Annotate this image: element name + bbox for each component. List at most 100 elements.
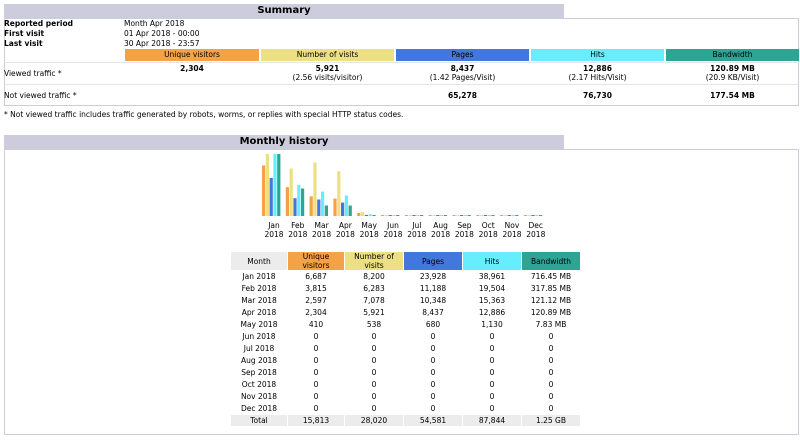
bar-visits [289,168,293,216]
bar-visits [503,215,507,216]
header-number-of-visits: Number of visits [261,49,394,61]
cell-hits: 0 [463,379,521,390]
cell-visits: 7,078 [345,295,403,306]
bar-unique-visitors [476,215,480,216]
monthly-history-chart [262,154,543,216]
total-bandwidth: 1.25 GB [522,415,580,426]
total-hits: 87,844 [463,415,521,426]
cell-unique-visitors: 3,815 [288,283,344,294]
col-unique-visitors: Unique visitors [288,252,344,270]
bar-bandwidth [396,215,400,216]
cell-hits: 0 [463,331,521,342]
viewed-visits-per-visitor: (2.56 visits/visitor) [292,73,363,82]
cell-pages: 11,188 [404,283,462,294]
bar-pages [317,199,321,216]
table-row: May 2018 410 538 680 1,130 7.83 MB [231,319,580,330]
viewed-hits: 12,886 [583,64,612,73]
header-unique-visitors: Unique visitors [125,49,259,61]
bar-bandwidth [515,215,519,216]
monthly-history-panel [4,149,799,435]
cell-hits: 15,363 [463,295,521,306]
bar-bandwidth [372,215,376,216]
month-label: Jun 2018 [383,221,403,239]
bar-visits [313,162,317,216]
table-row: Apr 2018 2,304 5,921 8,437 12,886 120.89 MB [231,307,580,318]
bar-visits [384,215,388,216]
month-label: Feb 2018 [288,221,308,239]
table-row: Jun 2018 0 0 0 0 0 [231,331,580,342]
cell-month: Dec 2018 [231,403,287,414]
cell-unique-visitors: 410 [288,319,344,330]
cell-hits: 0 [463,403,521,414]
cell-pages: 0 [404,343,462,354]
bar-pages [531,215,535,216]
last-visit-value: 30 Apr 2018 - 23:57 [124,39,200,48]
cell-pages: 0 [404,403,462,414]
table-row: Dec 2018 0 0 0 0 0 [231,403,580,414]
bar-bandwidth [491,215,495,216]
summary-title: Summary [4,4,564,18]
cell-visits: 8,200 [345,271,403,282]
bar-pages [341,202,345,216]
bar-pages [364,214,368,216]
table-row: Mar 2018 2,597 7,078 10,348 15,363 121.12 MB [231,295,580,306]
cell-pages: 10,348 [404,295,462,306]
bar-hits [344,195,348,216]
first-visit-label: First visit [4,29,45,38]
footnote: * Not viewed traffic includes traffic ge… [4,110,404,119]
cell-month: Jun 2018 [231,331,287,342]
table-row: Aug 2018 0 0 0 0 0 [231,355,580,366]
col-pages: Pages [404,252,462,270]
col-bandwidth: Bandwidth [522,252,580,270]
bar-unique-visitors [285,187,289,216]
cell-pages: 0 [404,355,462,366]
cell-hits: 0 [463,343,521,354]
bar-unique-visitors [452,215,456,216]
header-bandwidth: Bandwidth [666,49,799,61]
bar-hits [392,215,396,216]
viewed-traffic-label: Viewed traffic * [4,69,62,78]
month-label: Aug 2018 [431,221,451,239]
cell-unique-visitors: 6,687 [288,271,344,282]
cell-bandwidth: 317.85 MB [522,283,580,294]
bar-bandwidth [467,215,471,216]
bar-hits [321,191,325,216]
col-hits: Hits [463,252,521,270]
cell-hits: 0 [463,367,521,378]
cell-visits: 6,283 [345,283,403,294]
cell-visits: 0 [345,391,403,402]
cell-month: Jan 2018 [231,271,287,282]
month-label: Mar 2018 [312,221,332,239]
cell-month: Oct 2018 [231,379,287,390]
month-label: Apr 2018 [335,221,355,239]
bar-bandwidth [539,215,543,216]
bar-visits [456,215,460,216]
bar-bandwidth [324,205,328,216]
bar-pages [507,215,511,216]
not-viewed-pages: 65,278 [448,91,477,100]
first-visit-value: 01 Apr 2018 - 00:00 [124,29,200,38]
cell-hits: 19,504 [463,283,521,294]
table-row: Sep 2018 0 0 0 0 0 [231,367,580,378]
month-label: Oct 2018 [478,221,498,239]
cell-unique-visitors: 0 [288,403,344,414]
divider [4,84,799,85]
bar-pages [436,215,440,216]
cell-unique-visitors: 0 [288,331,344,342]
monthly-history-title: Monthly history [4,135,564,149]
bar-bandwidth [420,215,424,216]
total-unique-visitors: 15,813 [288,415,344,426]
bar-unique-visitors [309,196,313,216]
bar-hits [511,215,515,216]
table-row: Nov 2018 0 0 0 0 0 [231,391,580,402]
bar-bandwidth [443,215,447,216]
bar-hits [487,215,491,216]
cell-hits: 1,130 [463,319,521,330]
cell-visits: 5,921 [345,307,403,318]
reported-period-label: Reported period [4,19,73,28]
cell-unique-visitors: 0 [288,367,344,378]
cell-pages: 0 [404,391,462,402]
bar-hits [297,184,301,216]
bar-hits [416,215,420,216]
cell-hits: 0 [463,355,521,366]
